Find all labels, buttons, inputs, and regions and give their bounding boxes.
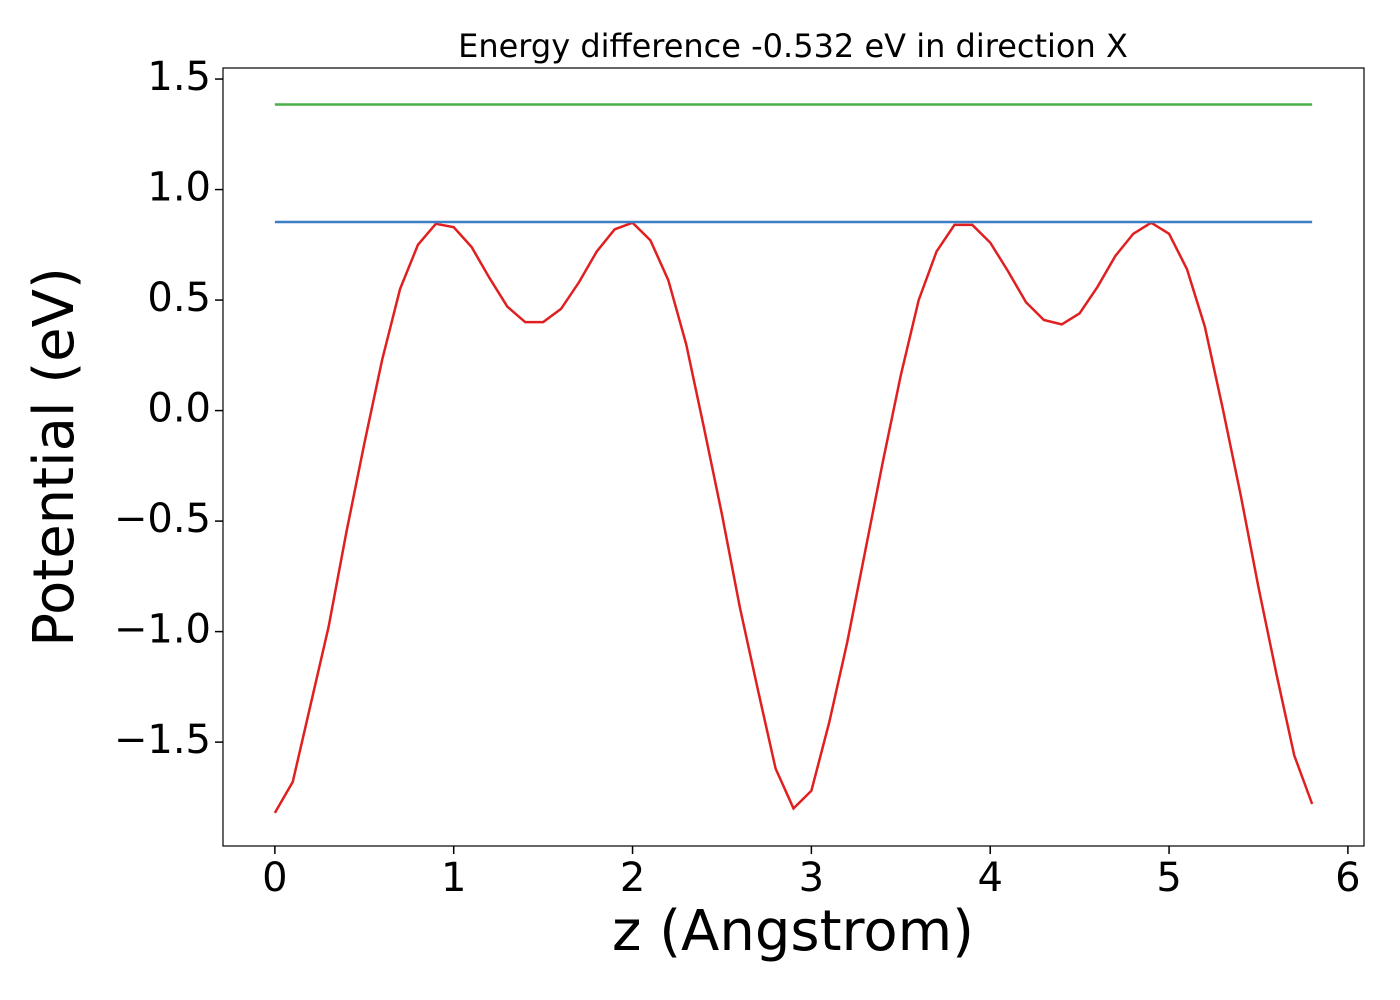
x-tick-label: 5 — [1156, 855, 1181, 901]
plot-frame — [222, 67, 1365, 847]
x-tick-label: 3 — [799, 855, 824, 901]
y-tick-label: −1.0 — [114, 607, 211, 653]
x-tick-label: 6 — [1335, 855, 1360, 901]
x-tick-label: 1 — [441, 855, 466, 901]
x-tick-label: 4 — [977, 855, 1002, 901]
x-axis-label: z (Angstrom) — [612, 899, 974, 964]
y-tick-label: 1.0 — [147, 165, 211, 211]
y-tick-label: −1.5 — [114, 717, 211, 763]
y-tick-label: −0.5 — [114, 496, 211, 542]
y-tick-label: 1.5 — [147, 54, 211, 100]
x-tick-label: 2 — [620, 855, 645, 901]
series-line — [273, 221, 1314, 814]
chart-title: Energy difference -0.532 eV in direction… — [458, 27, 1128, 65]
y-tick-label: 0.5 — [147, 275, 211, 321]
x-tick-label: 0 — [262, 855, 287, 901]
y-axis-label: Potential (eV) — [22, 267, 87, 647]
y-tick-label: 0.0 — [147, 386, 211, 432]
